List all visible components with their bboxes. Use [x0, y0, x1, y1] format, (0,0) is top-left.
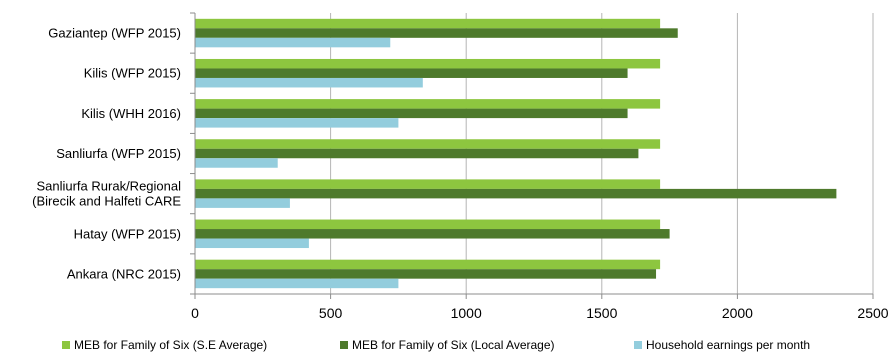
bar: [195, 269, 657, 279]
bar: [195, 58, 661, 69]
bar: [195, 179, 661, 189]
bar: [195, 139, 661, 149]
axes: [190, 12, 874, 299]
x-tick-labels: 0 500 1000 1500 2000 2500: [191, 305, 889, 321]
category-labels: Gaziantep (WFP 2015) Kilis (WFP 2015) Kili…: [32, 26, 181, 282]
x-tick-label: 1500: [586, 305, 617, 321]
bar: [195, 198, 290, 208]
bar: [195, 229, 670, 239]
category-label: Sanliurfa (WFP 2015): [56, 146, 181, 161]
bar: [195, 118, 399, 128]
category-label: Kilis (WFP 2015): [84, 66, 181, 81]
bar: [195, 188, 837, 199]
category-label: (Birecik and Halfeti CARE: [32, 194, 181, 209]
bar: [195, 68, 628, 78]
legend-label: Household earnings per month: [646, 338, 810, 352]
legend-label: MEB for Family of Six (Local Average): [352, 338, 555, 352]
category-label: Gaziantep (WFP 2015): [48, 26, 181, 41]
bars: [195, 18, 837, 289]
category-label: Hatay (WFP 2015): [74, 226, 181, 241]
bar: [195, 219, 661, 230]
bar: [195, 238, 309, 249]
bar: [195, 259, 661, 270]
x-tick-label: 0: [191, 305, 199, 321]
bar: [195, 108, 628, 119]
bar: [195, 28, 678, 38]
bar: [195, 37, 391, 48]
category-label: Kilis (WHH 2016): [81, 106, 181, 121]
bar: [195, 278, 399, 289]
bar: [195, 158, 278, 168]
bar: [195, 18, 661, 29]
bar: [195, 148, 639, 159]
legend-swatch: [62, 341, 70, 349]
legend-swatch: [340, 341, 348, 349]
x-tick-label: 1000: [451, 305, 482, 321]
x-tick-label: 2500: [857, 305, 888, 321]
bar: [195, 99, 661, 109]
legend-swatch: [634, 341, 642, 349]
category-label: Sanliurfa Rurak/Regional: [36, 179, 181, 194]
x-tick-label: 500: [319, 305, 343, 321]
category-label: Ankara (NRC 2015): [67, 266, 181, 281]
legend-label: MEB for Family of Six (S.E Average): [74, 338, 267, 352]
x-tick-label: 2000: [722, 305, 753, 321]
legend: MEB for Family of Six (S.E Average) MEB f…: [62, 338, 810, 352]
bar: [195, 77, 423, 88]
